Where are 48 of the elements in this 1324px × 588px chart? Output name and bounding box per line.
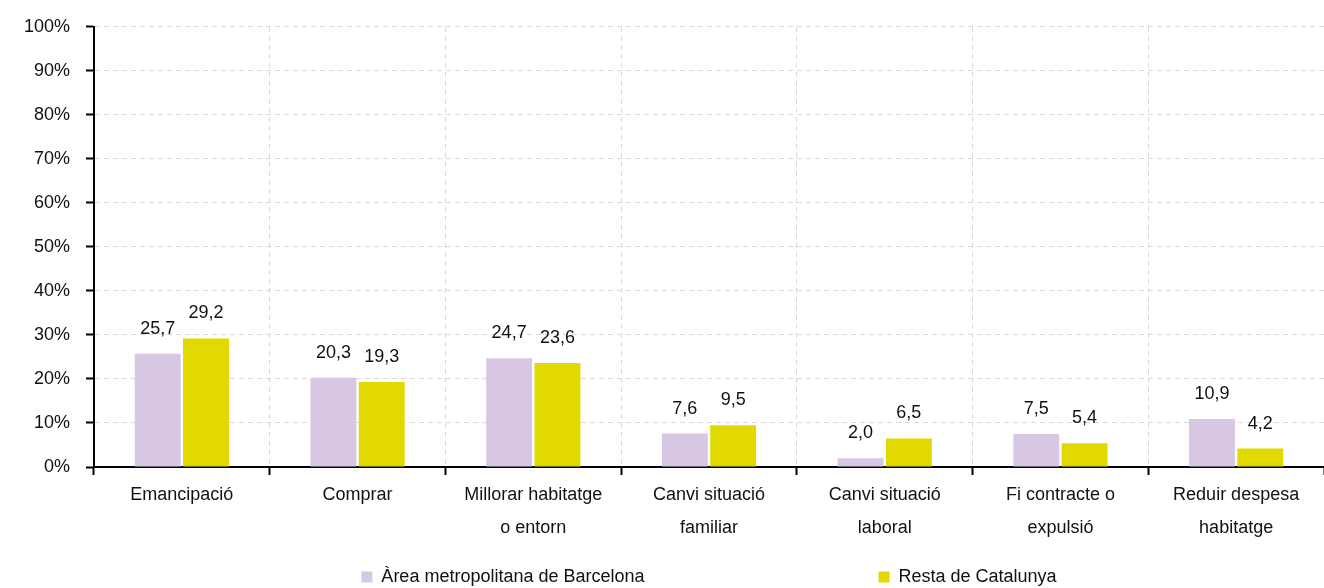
data-label: 29,2 xyxy=(188,302,224,323)
y-tick-label: 80% xyxy=(33,103,70,124)
y-tick-label: 90% xyxy=(33,59,70,80)
data-label: 4,2 xyxy=(1247,412,1273,433)
y-tick-label: 50% xyxy=(33,235,70,256)
legend-label: Resta de Catalunya xyxy=(898,565,1058,586)
bar xyxy=(358,382,405,467)
bar xyxy=(134,353,181,467)
y-tick-label: 40% xyxy=(33,279,70,300)
data-label: 7,6 xyxy=(672,397,698,418)
bar xyxy=(1237,448,1284,467)
bar xyxy=(837,458,884,467)
y-tick-label: 0% xyxy=(43,455,70,476)
bar xyxy=(1013,433,1060,467)
x-tick-label: Emancipació xyxy=(130,484,234,505)
x-tick-label: Millorar habitatge o entorn xyxy=(464,484,603,537)
data-label: 5,4 xyxy=(1072,407,1098,428)
data-label: 10,9 xyxy=(1194,383,1230,404)
bar xyxy=(1189,419,1235,467)
data-label: 19,3 xyxy=(364,346,400,367)
y-tick-label: 20% xyxy=(33,367,70,388)
y-tick-label: 60% xyxy=(33,191,70,212)
data-label: 9,5 xyxy=(720,389,746,410)
x-tick-label: Comprar xyxy=(322,484,393,505)
bar xyxy=(183,338,229,467)
y-tick-label: 30% xyxy=(33,323,70,344)
x-tick-label: Fi contracte o expulsió xyxy=(1005,484,1115,537)
y-tick-label: 70% xyxy=(33,147,70,168)
bar xyxy=(534,363,581,467)
bar xyxy=(486,358,533,467)
bar xyxy=(661,433,708,467)
legend-label: Àrea metropolitana de Barcelona xyxy=(381,565,646,586)
x-tick-label: Reduir despesa habitatge xyxy=(1173,484,1301,537)
bar xyxy=(710,425,757,467)
bar xyxy=(310,377,357,467)
bar xyxy=(885,438,932,467)
y-tick-label: 10% xyxy=(33,411,70,432)
x-tick-label: Canvi situació familiar xyxy=(652,484,766,537)
data-label: 24,7 xyxy=(491,322,527,343)
data-label: 7,5 xyxy=(1023,397,1049,418)
bar xyxy=(1061,443,1108,467)
x-tick-label: Canvi situació laboral xyxy=(828,484,941,537)
data-label: 23,6 xyxy=(539,327,575,348)
data-label: 6,5 xyxy=(896,402,922,423)
y-tick-label: 100% xyxy=(23,15,70,36)
data-label: 25,7 xyxy=(140,317,176,338)
data-label: 2,0 xyxy=(848,422,874,443)
data-label: 20,3 xyxy=(315,341,351,362)
